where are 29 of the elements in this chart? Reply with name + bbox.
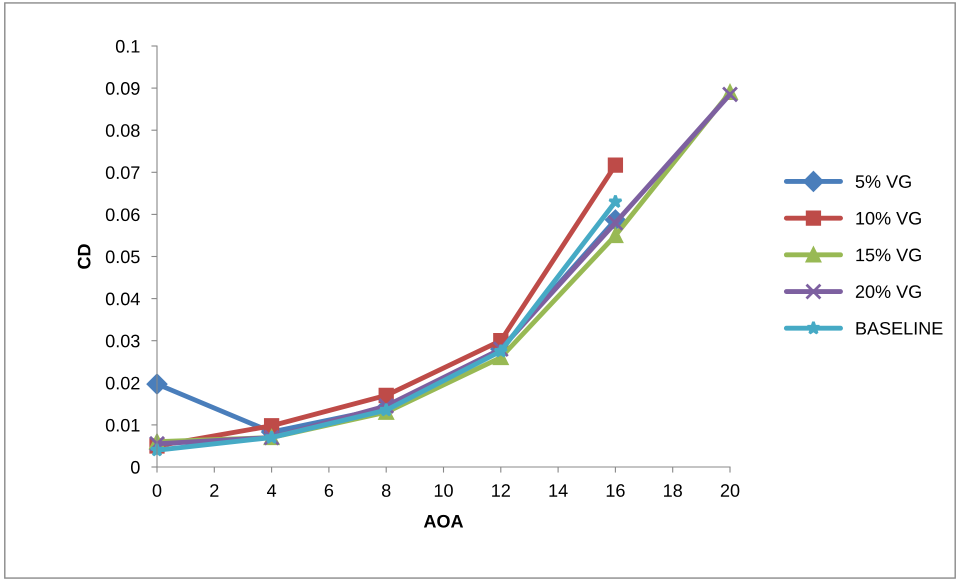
y-tick-label: 0.04 <box>106 292 140 306</box>
y-tick-label: 0.02 <box>106 376 140 390</box>
y-tick-label: 0.1 <box>116 40 140 53</box>
y-tick-label: 0.09 <box>106 82 140 95</box>
legend-label: 10% VG <box>856 212 921 225</box>
x-tick-label: 4 <box>266 484 276 497</box>
y-tick-label: 0 <box>131 460 140 474</box>
x-tick-label: 0 <box>152 484 162 497</box>
y-tick-label: 0.01 <box>106 418 140 432</box>
x-tick-label: 18 <box>664 484 682 497</box>
x-tick-label: 16 <box>606 484 625 497</box>
y-tick-label: 0.05 <box>106 250 140 264</box>
x-tick-label: 6 <box>324 484 334 497</box>
x-tick-label: 2 <box>210 484 218 497</box>
y-tick-label: 0.06 <box>106 208 140 222</box>
y-tick-label: 0.07 <box>106 166 140 180</box>
x-tick-label: 14 <box>549 484 568 497</box>
y-tick-label: 0.08 <box>106 124 140 137</box>
legend-label: 5% VG <box>856 175 911 188</box>
y-axis-title: CD <box>78 244 91 269</box>
x-tick-label: 10 <box>434 484 453 497</box>
legend-label: 20% VG <box>856 285 921 298</box>
x-tick-label: 12 <box>492 484 510 497</box>
y-tick-label: 0.03 <box>106 334 140 348</box>
legend-label: 15% VG <box>856 248 921 262</box>
x-tick-label: 20 <box>720 484 740 497</box>
legend-label: BASELINE <box>856 322 943 335</box>
x-axis-title: AOA <box>424 514 464 528</box>
x-tick-label: 8 <box>382 484 390 497</box>
